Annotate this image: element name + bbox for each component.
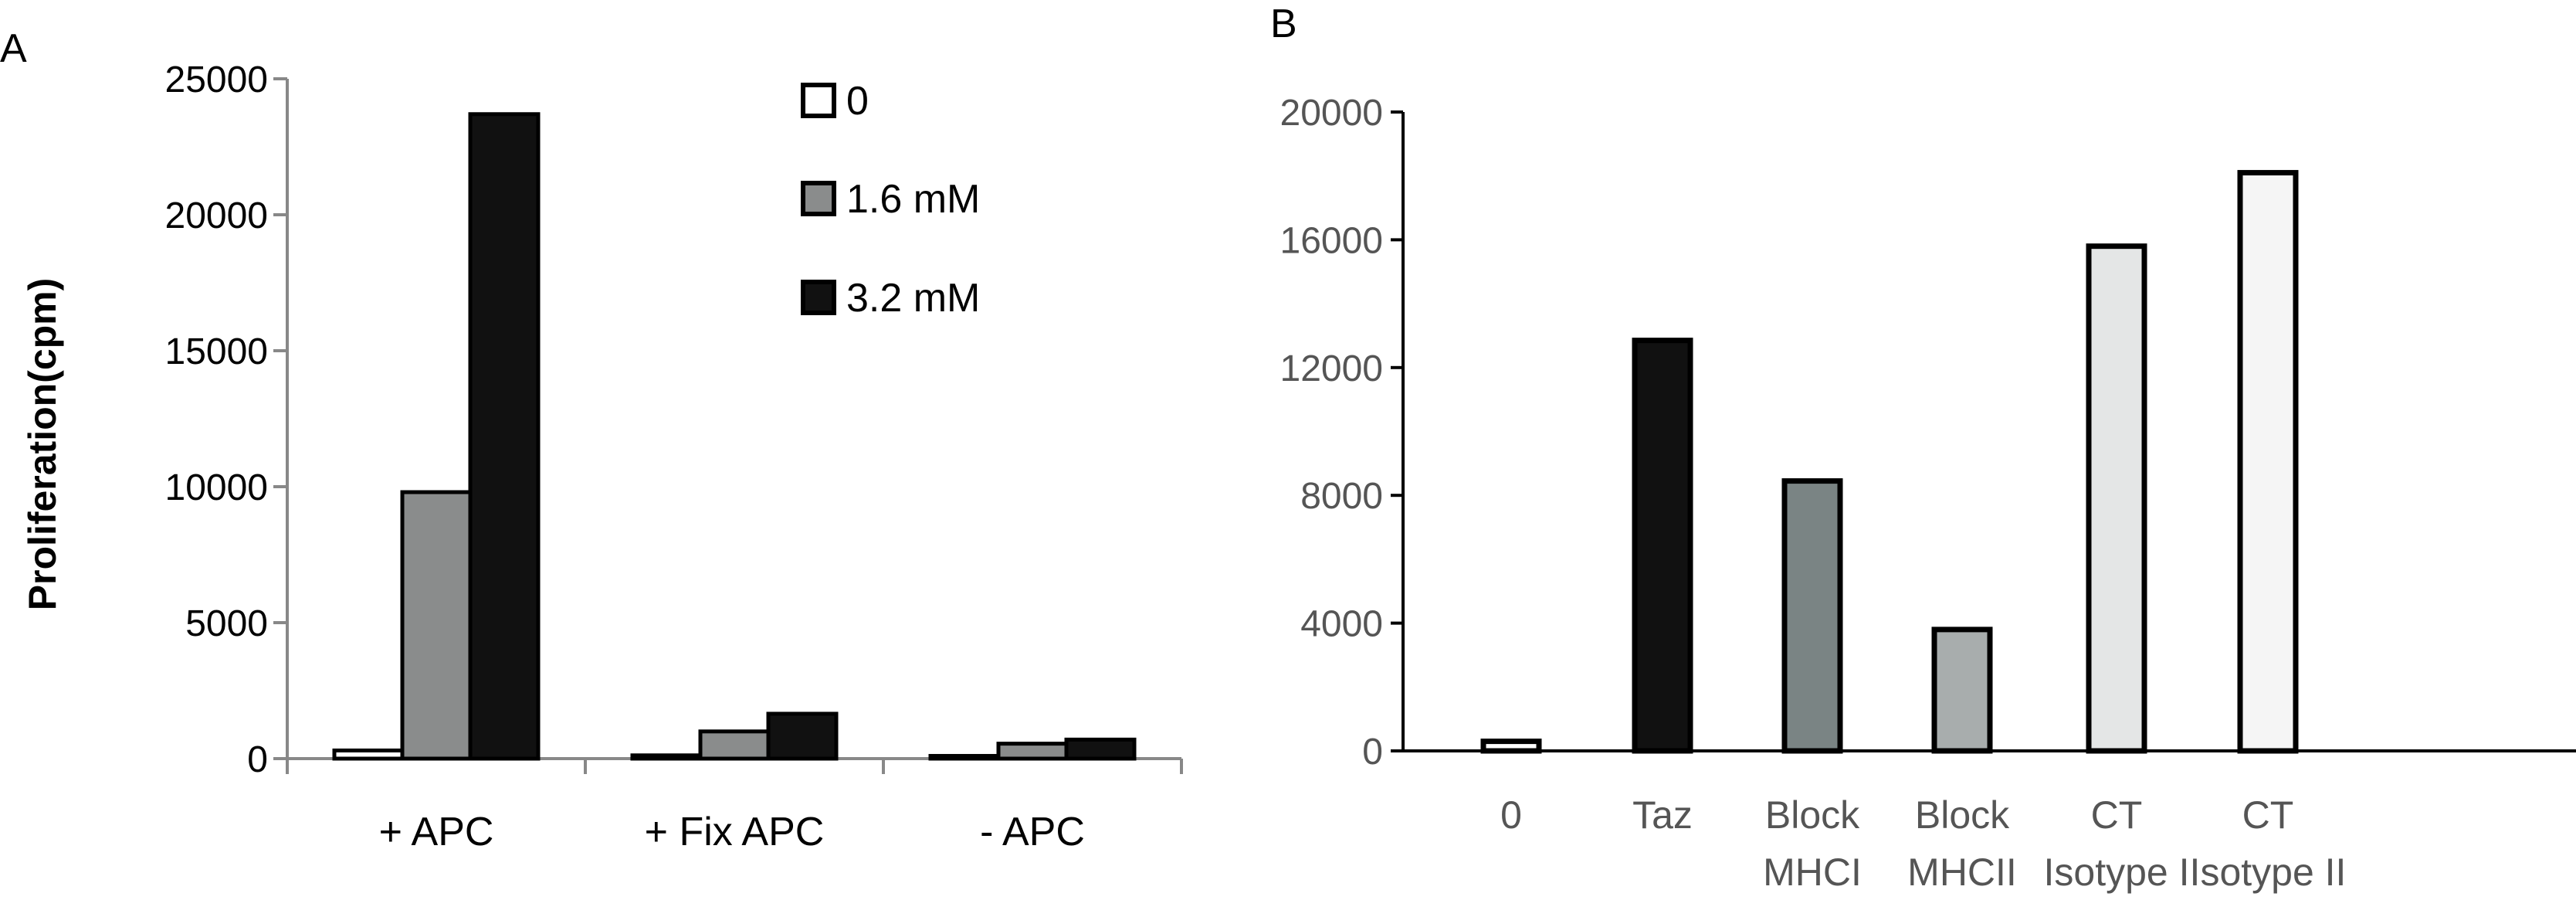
legend-label: 1.6 mM — [846, 177, 980, 222]
bar-0 — [630, 753, 703, 761]
panel-label-a: A — [0, 26, 27, 71]
legend-label: 3.2 mM — [846, 276, 980, 321]
y-tick-label: 5000 — [185, 603, 268, 644]
legend-label: 0 — [846, 79, 869, 124]
x-tick-label: Taz — [1632, 793, 1693, 837]
bar — [1480, 739, 1542, 754]
x-tick-label: Isotype I — [2044, 851, 2190, 894]
bar — [1632, 338, 1693, 754]
bar — [2086, 243, 2147, 754]
x-tick-label: + APC — [379, 810, 494, 854]
y-tick-label: 16000 — [1280, 220, 1383, 261]
bar-1-6-mm — [996, 742, 1069, 761]
y-tick-label: 8000 — [1300, 476, 1383, 517]
bar-3-2-mm — [766, 712, 839, 761]
y-tick-label: 4000 — [1300, 604, 1383, 645]
bar-3-2-mm — [468, 112, 541, 761]
bar-1-6-mm — [698, 729, 771, 761]
chart-b: B 0 4000 8000 12000 16000 20000 0 Taz Block MHCI B… — [1270, 2, 2576, 894]
y-tick-label: 15000 — [165, 331, 268, 372]
chart-a: A Proliferation(cpm) 0 5000 10000 15000 2000… — [0, 26, 1183, 854]
x-tick-label: CT — [2091, 793, 2143, 837]
x-tick-label: MHCII — [1907, 851, 2017, 894]
x-tick-label: Block — [1765, 793, 1860, 837]
bar-0 — [928, 753, 1001, 761]
x-tick-label: + Fix APC — [645, 810, 825, 854]
bar-1-6-mm — [400, 490, 473, 761]
bar-3-2-mm — [1064, 737, 1137, 761]
y-tick-label: 0 — [1362, 732, 1383, 773]
bar — [1931, 627, 1993, 754]
y-tick-label: 10000 — [165, 467, 268, 508]
bar-0 — [332, 748, 405, 761]
bar — [1781, 478, 1843, 754]
y-tick-label: 0 — [247, 739, 268, 780]
legend-swatch — [801, 280, 836, 315]
y-tick-label: 25000 — [165, 59, 268, 100]
x-tick-label: 0 — [1500, 793, 1522, 837]
y-tick-label: 12000 — [1280, 348, 1383, 389]
x-tick-label: - APC — [980, 810, 1085, 854]
legend-swatch — [801, 83, 836, 118]
x-tick-label: Isotype II — [2190, 851, 2347, 894]
y-tick-label: 20000 — [1280, 93, 1383, 134]
y-axis-label: Proliferation(cpm) — [21, 278, 64, 611]
legend-swatch — [801, 181, 836, 216]
x-tick-label: CT — [2242, 793, 2294, 837]
x-tick-label: Block — [1915, 793, 2010, 837]
panel-label-b: B — [1270, 2, 1297, 46]
x-tick-label: MHCI — [1763, 851, 1862, 894]
bar — [2237, 170, 2299, 754]
y-tick-label: 20000 — [165, 195, 268, 236]
